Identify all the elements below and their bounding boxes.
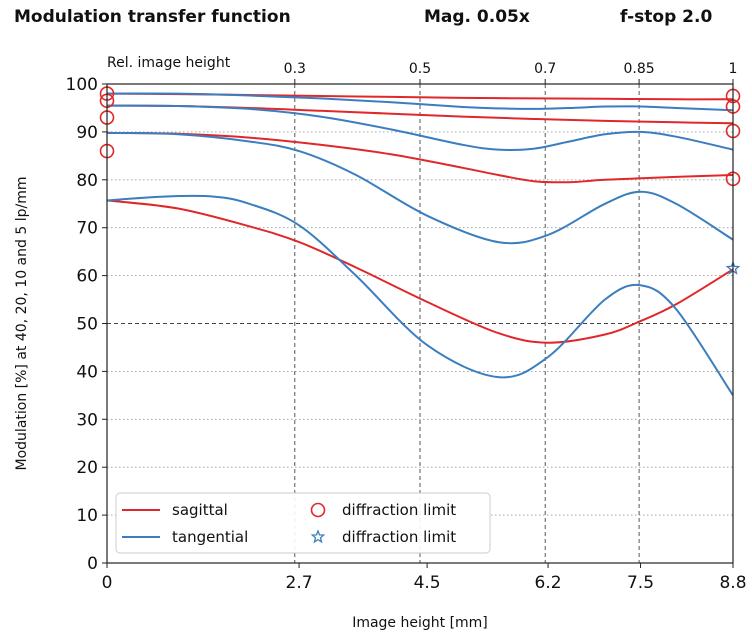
series-tangential-3 bbox=[106, 104, 734, 151]
y-tick-label-80: 80 bbox=[76, 171, 98, 191]
top-tick-label-4: 1 bbox=[729, 61, 738, 77]
x-tick-label-4: 7.5 bbox=[627, 573, 654, 593]
series-tangential-1 bbox=[106, 92, 734, 112]
y-tick-label-0: 0 bbox=[87, 554, 98, 574]
y-tick-label-10: 10 bbox=[76, 506, 98, 526]
y-axis-label: Modulation [%] at 40, 20, 10 and 5 lp/mm bbox=[14, 177, 30, 471]
magnification-label: Mag. 0.05x bbox=[424, 7, 530, 27]
fstop-label: f-stop 2.0 bbox=[620, 7, 713, 27]
x-tick-label-1: 2.7 bbox=[286, 573, 313, 593]
y-tick-label-40: 40 bbox=[76, 362, 98, 382]
top-tick-label-3: 0.85 bbox=[624, 61, 655, 77]
x-tick-label-5: 8.8 bbox=[719, 573, 746, 593]
legend-diffraction-circle-marker bbox=[310, 502, 326, 518]
legend-diffraction-star-marker bbox=[310, 529, 326, 544]
legend-sagittal-label: sagittal bbox=[172, 501, 228, 519]
legend-box bbox=[115, 492, 491, 554]
x-tick-label-0: 0 bbox=[102, 573, 113, 593]
legend-diffraction-sagittal-label: diffraction limit bbox=[342, 501, 456, 519]
legend-diffraction-tangential-label: diffraction limit bbox=[342, 528, 456, 546]
y-tick-label-60: 60 bbox=[76, 267, 98, 287]
y-tick-label-30: 30 bbox=[76, 410, 98, 430]
top-axis-label: Rel. image height bbox=[107, 55, 231, 71]
axis-ticks: 0 10 20 30 40 50 60 70 80 90 100 0 2.7 4.5 6.2 7.5 8.8 0.… bbox=[66, 61, 747, 593]
legend-tangential-label: tangential bbox=[172, 528, 248, 546]
y-tick-label-100: 100 bbox=[66, 75, 98, 95]
y-tick-label-90: 90 bbox=[76, 123, 98, 143]
legend: sagittal tangential diffraction limit di… bbox=[115, 492, 491, 554]
series-sagittal-4 bbox=[106, 131, 734, 184]
top-tick-label-1: 0.5 bbox=[409, 61, 431, 77]
chart-title: Modulation transfer function bbox=[14, 7, 291, 27]
y-tick-label-50: 50 bbox=[76, 315, 98, 335]
series-lines bbox=[106, 92, 734, 396]
series-tangential-5 bbox=[106, 131, 734, 245]
y-tick-label-70: 70 bbox=[76, 219, 98, 239]
grid-lines bbox=[107, 84, 733, 563]
top-tick-label-0: 0.3 bbox=[284, 61, 306, 77]
top-tick-label-2: 0.7 bbox=[534, 61, 556, 77]
x-axis-label: Image height [mm] bbox=[352, 615, 488, 631]
x-tick-label-2: 4.5 bbox=[414, 573, 441, 593]
y-tick-label-20: 20 bbox=[76, 458, 98, 478]
x-tick-label-3: 6.2 bbox=[535, 573, 562, 593]
series-sagittal-6 bbox=[106, 199, 734, 344]
series-tangential-7 bbox=[106, 194, 734, 396]
